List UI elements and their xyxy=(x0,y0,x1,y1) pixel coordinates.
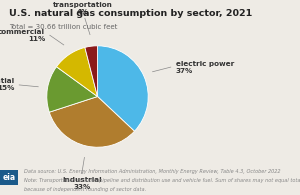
Text: transportation
4%: transportation 4% xyxy=(52,2,112,15)
Text: commercial
11%: commercial 11% xyxy=(0,29,45,42)
Wedge shape xyxy=(98,46,148,131)
Text: because of independent rounding of sector data.: because of independent rounding of secto… xyxy=(24,187,146,192)
Text: eia: eia xyxy=(2,173,16,182)
Wedge shape xyxy=(47,67,98,112)
Text: electric power
37%: electric power 37% xyxy=(176,61,234,74)
Text: U.S. natural gas consumption by sector, 2021: U.S. natural gas consumption by sector, … xyxy=(9,9,252,18)
Text: residential
15%: residential 15% xyxy=(0,78,14,91)
Wedge shape xyxy=(49,97,134,147)
Text: Total = 30.66 trillion cubic feet: Total = 30.66 trillion cubic feet xyxy=(9,24,117,30)
Text: Note: Transportation includes pipeline and distribution use and vehicle fuel. Su: Note: Transportation includes pipeline a… xyxy=(24,178,300,183)
Text: Data source: U.S. Energy Information Administration, Monthly Energy Review, Tabl: Data source: U.S. Energy Information Adm… xyxy=(24,169,280,174)
Text: industrial
33%: industrial 33% xyxy=(62,177,102,190)
Wedge shape xyxy=(56,47,98,97)
Wedge shape xyxy=(85,46,98,97)
